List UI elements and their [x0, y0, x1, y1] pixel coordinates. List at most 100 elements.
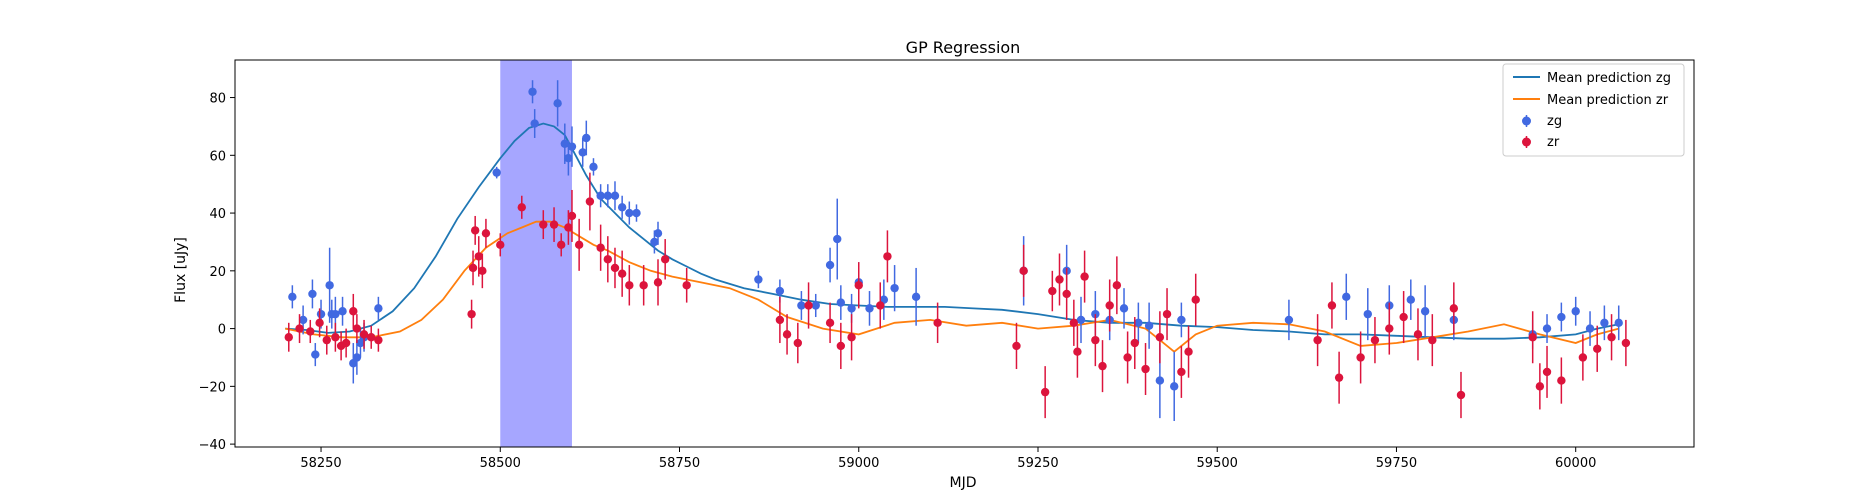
legend-frame [1502, 63, 1685, 157]
data-point-zr [1062, 289, 1071, 299]
data-point-zr [1098, 361, 1107, 371]
data-point-zg [578, 148, 587, 157]
data-point-zr [782, 330, 792, 339]
x-tick-label: 59750 [1376, 456, 1417, 471]
data-point-zr [1040, 387, 1050, 397]
data-point-zg [911, 292, 921, 302]
data-point-zr [1557, 376, 1566, 385]
data-point-zg [374, 304, 383, 313]
data-point-zg [560, 139, 569, 148]
data-point-zr [933, 318, 942, 328]
data-point-zr [1399, 312, 1408, 322]
x-tick-label: 59250 [1017, 456, 1058, 471]
data-point-zg [865, 304, 874, 313]
data-point-zg [311, 350, 320, 359]
data-point-zg [582, 133, 591, 143]
data-point-zr [567, 211, 577, 221]
data-point-zr [1012, 341, 1021, 351]
data-point-zg [1542, 324, 1552, 333]
data-point-zg [553, 99, 562, 108]
data-point-zg [288, 292, 297, 302]
data-point-zg [492, 168, 501, 177]
data-point-zg [610, 191, 620, 200]
legend-swatch-zg-points [1522, 115, 1531, 127]
data-point-zg [1170, 382, 1179, 391]
data-point-zr [1123, 353, 1132, 362]
data-point-zr [1578, 353, 1588, 362]
data-point-zr [331, 333, 340, 342]
data-point-zr [352, 324, 362, 333]
data-point-zg [833, 234, 842, 244]
y-tick-label: 80 [209, 92, 226, 107]
legend-label-zr-points: zr [1547, 135, 1560, 150]
data-point-zr [481, 229, 491, 238]
y-tick-label: −20 [199, 380, 226, 395]
data-point-zr [284, 333, 293, 342]
data-point-zr [517, 203, 526, 212]
data-point-zg [589, 162, 598, 172]
legend-label-zr-line: Mean prediction zr [1547, 93, 1669, 108]
data-point-zr [468, 263, 478, 273]
data-point-zg [825, 260, 835, 270]
x-tick-label: 58750 [659, 456, 700, 471]
data-point-zg [650, 237, 659, 247]
data-point-zg [1406, 295, 1416, 304]
x-axis-label: MJD [950, 475, 977, 491]
data-point-zr [793, 338, 803, 348]
data-point-zr [315, 318, 324, 328]
data-point-zr [478, 266, 487, 276]
data-point-zr [847, 333, 856, 342]
data-point-zg [528, 87, 537, 96]
data-point-zg [352, 353, 362, 362]
data-point-zr [1105, 301, 1114, 310]
series-zg [288, 80, 1623, 422]
legend: Mean prediction zg Mean prediction zr zg… [1502, 63, 1685, 157]
data-point-zr [374, 335, 383, 345]
data-point-zr [836, 341, 846, 351]
data-point-zg [1177, 315, 1186, 325]
y-tick-label: 0 [218, 323, 226, 338]
data-point-zr [1112, 281, 1122, 290]
data-point-zg [316, 309, 326, 319]
data-point-zg [775, 286, 785, 296]
data-point-zr [467, 309, 476, 319]
data-point-zg [1284, 315, 1294, 325]
data-point-zg [1134, 318, 1143, 328]
data-point-zr [322, 335, 331, 345]
data-point-zr [1162, 309, 1172, 319]
data-point-zr [1542, 367, 1552, 377]
data-point-zr [474, 252, 483, 261]
data-point-zr [470, 226, 480, 235]
data-point-zg [1342, 292, 1351, 302]
data-point-zr [883, 252, 892, 261]
data-point-zr [574, 240, 584, 250]
axes-frame [234, 59, 1695, 448]
data-point-zr [610, 263, 620, 273]
data-point-zr [1535, 382, 1545, 391]
mean-prediction-line-zg [285, 122, 1619, 340]
data-point-zr [1191, 295, 1200, 304]
data-point-zg [653, 229, 663, 238]
data-point-zg [1076, 315, 1086, 325]
y-tick-label: 20 [209, 265, 226, 280]
data-point-zg [632, 208, 641, 218]
data-point-zg [1614, 318, 1623, 328]
data-point-zr [1621, 338, 1631, 348]
data-point-zr [1413, 330, 1423, 339]
data-point-zg [530, 119, 539, 128]
data-point-zg [596, 191, 605, 200]
data-point-zr [653, 278, 663, 287]
data-point-zr [854, 281, 863, 290]
data-point-zr [1091, 335, 1100, 345]
data-point-zg [1363, 309, 1372, 319]
data-point-zg [325, 281, 334, 290]
data-point-zg [1600, 318, 1609, 328]
data-point-zg [625, 208, 634, 218]
data-point-zg [847, 304, 856, 313]
data-point-zg [298, 315, 308, 325]
data-point-zr [1385, 324, 1394, 333]
data-point-zr [1313, 335, 1322, 345]
data-point-zr [1080, 272, 1089, 281]
data-point-zr [1177, 367, 1186, 377]
data-point-zg [1144, 321, 1154, 330]
